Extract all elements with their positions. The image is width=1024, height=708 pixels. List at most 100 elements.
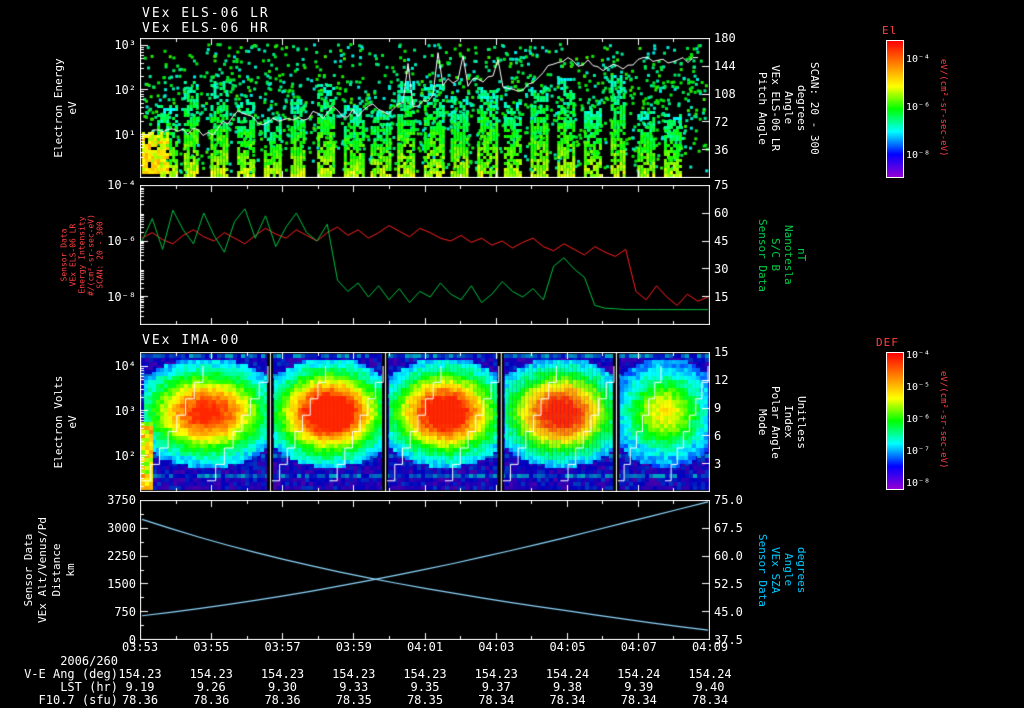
p4-right-tick-3: 52.5	[714, 577, 743, 591]
axis-label-lines: Sensor Data VEx ELS-06 LR Energy Intensity…	[60, 214, 105, 296]
p3-left-tick-2: 10²	[114, 448, 136, 463]
footer-value: 78.34	[620, 693, 657, 707]
colorbar1-tick-1: 10⁻⁶	[906, 102, 931, 113]
p3-right-axis-label: Mode Polar Angle Index Unitless	[756, 352, 808, 492]
footer-value: 78.34	[691, 693, 729, 707]
ima-colorbar-unit: eV/(cm²-sr-sec-eV)	[938, 371, 948, 469]
footer-value: 154.23	[403, 667, 447, 681]
p2-right-axis-label: Sensor Data S/C B Nanotesla nT	[756, 185, 808, 325]
footer-value: 154.23	[260, 667, 305, 681]
time-tick-7: 04:07	[620, 640, 657, 654]
axis-label-line: Sensor Data	[756, 218, 769, 292]
ima-colorbar-title: DEF	[876, 336, 899, 349]
time-tick-8: 04:09	[691, 640, 729, 654]
time-tick-4: 04:01	[406, 640, 444, 654]
time-tick-1: 03:55	[193, 640, 230, 654]
colorbar2-tick-2: 10⁻⁶	[906, 414, 931, 425]
p4-left-tick-4: 750	[114, 605, 136, 619]
panel1-title-line1: VEx ELS-06 LR	[142, 6, 270, 21]
p1-right-tick-3: 72	[714, 115, 729, 129]
axis-label-lines: Electron Energy eV	[52, 58, 80, 157]
p4-right-tick-0: 75.0	[714, 493, 743, 507]
p3-right-tick-3: 6	[714, 429, 722, 443]
p2-right-tick-1: 60	[714, 206, 729, 220]
footer-value: 154.23	[474, 667, 518, 681]
axis-label-line: S/C B	[769, 238, 782, 272]
axis-label-line: nT	[795, 248, 808, 262]
colorbar2-tick-1: 10⁻⁵	[906, 382, 931, 394]
p2-left-tick-0: 10⁻⁴	[107, 178, 136, 192]
footer-value: 9.30	[268, 680, 297, 694]
time-tick-0: 03:53	[121, 640, 159, 654]
p4-left-tick-1: 3000	[107, 521, 136, 535]
axis-label-line: eV	[66, 415, 79, 429]
els-spectrogram-canvas	[140, 38, 710, 178]
p3-left-tick-0: 10⁴	[114, 359, 136, 373]
axis-label-line: km	[64, 563, 77, 577]
p1-right-tick-4: 36	[714, 143, 729, 157]
colorbar1-tick-0: 10⁻⁴	[906, 54, 931, 66]
footer-value: 9.19	[125, 680, 155, 694]
footer-value: 78.36	[193, 693, 230, 707]
footer-value: 154.24	[545, 667, 590, 681]
axis-label-line: VEx ELS-06 LR	[68, 223, 78, 287]
footer-value: 154.23	[118, 667, 162, 681]
p3-right-tick-1: 12	[714, 373, 729, 387]
p3-right-tick-2: 9	[714, 401, 722, 415]
ima-colorbar	[886, 352, 904, 490]
p1-right-tick-2: 108	[714, 87, 736, 101]
footer-value: 9.35	[410, 680, 440, 694]
axis-label-line: Polar Angle	[769, 385, 782, 459]
date-label: 2006/260	[60, 654, 118, 668]
axis-label-line: Nanotesla	[782, 225, 795, 285]
footer-value: 78.34	[549, 693, 586, 707]
axis-label-line: Angle	[782, 553, 795, 587]
p3-right-tick-4: 3	[714, 457, 722, 471]
axis-label-line: Unitless	[795, 395, 808, 449]
axis-label-line: SCAN: 20 - 300	[95, 221, 105, 289]
time-tick-5: 04:03	[478, 640, 515, 654]
p1-right-axis-label: Pitch Angle VEx ELS-06 LR Angle degrees SCAN…	[756, 38, 821, 178]
panel3-title: VEx IMA-00	[142, 333, 241, 348]
intensity-bfield-canvas	[140, 185, 710, 325]
axis-label-line: eV	[66, 101, 79, 115]
footer-row-label-0: V-E Ang (deg)	[24, 667, 118, 681]
p1-left-tick-1: 10²	[114, 82, 136, 97]
footer-value: 154.24	[688, 667, 732, 681]
axis-label-lines: Electron Volts eV	[52, 376, 80, 469]
colorbar1-tick-2: 10⁻⁸	[906, 149, 931, 161]
footer-value: 9.37	[481, 680, 511, 694]
footer-value: 9.40	[695, 680, 725, 694]
p3-left-tick-1: 10³	[114, 403, 136, 418]
p3-right-tick-0: 15	[714, 345, 729, 359]
axis-label-line: Energy Intensity	[77, 216, 87, 294]
colorbar2-tick-3: 10⁻⁷	[906, 445, 931, 457]
axis-label-line: Index	[782, 405, 795, 439]
p4-left-tick-5: 0	[128, 633, 136, 647]
p4-right-tick-2: 60.0	[714, 549, 743, 563]
p4-right-tick-4: 45.0	[714, 605, 743, 619]
p2-left-tick-1: 10⁻⁶	[107, 234, 136, 248]
footer-value: 9.38	[553, 680, 582, 694]
axis-label-line: degrees	[795, 84, 808, 132]
axis-label-line: Sensor Data	[756, 533, 769, 607]
colorbar2-tick-4: 10⁻⁸	[906, 477, 931, 489]
footer-value: 154.23	[332, 667, 376, 681]
els-colorbar-title: El	[882, 24, 898, 37]
footer-value: 154.24	[617, 667, 661, 681]
footer-value: 9.39	[624, 680, 654, 694]
p1-left-tick-0: 10³	[114, 38, 136, 52]
p4-left-tick-3: 1500	[107, 577, 136, 591]
axis-label-line: Sensor Data	[59, 228, 69, 282]
axis-label-line: Pitch Angle	[756, 71, 769, 145]
axis-label-line: Angle	[782, 91, 795, 125]
time-tick-2: 03:57	[264, 640, 301, 654]
axis-label-line: degrees	[795, 546, 808, 594]
els-colorbar-unit: eV/(cm²-sr-sec-eV)	[938, 59, 948, 157]
p2-right-tick-4: 15	[714, 290, 729, 304]
els-colorbar	[886, 40, 904, 178]
p4-left-tick-2: 2250	[107, 549, 136, 563]
panel1-title-line2: VEx ELS-06 HR	[142, 21, 270, 36]
footer-value: 78.36	[264, 693, 301, 707]
footer-value: 154.23	[189, 667, 233, 681]
